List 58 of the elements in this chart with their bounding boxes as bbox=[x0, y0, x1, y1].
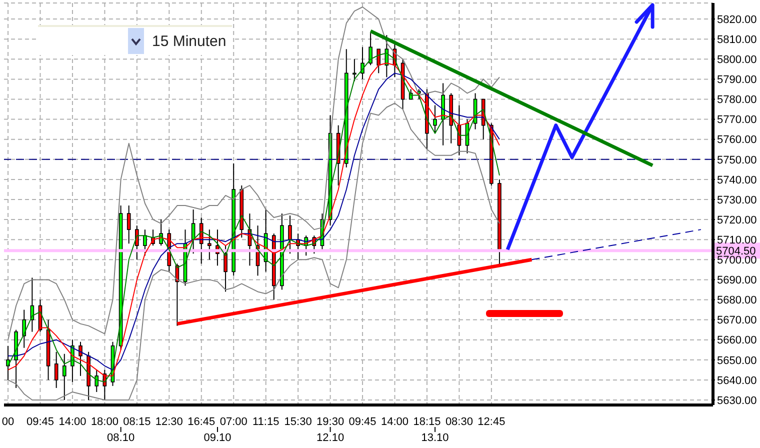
y-tick-label: 5760.00 bbox=[717, 134, 757, 146]
x-tick-label: 09.10 bbox=[204, 432, 232, 444]
x-tick-label: 09:45 bbox=[26, 416, 54, 428]
y-tick-label: 5690.00 bbox=[717, 274, 757, 287]
y-tick-label: 5770.00 bbox=[717, 114, 757, 126]
line-series bbox=[8, 6, 500, 340]
candlestick bbox=[224, 245, 228, 292]
x-tick-label: 11:15 bbox=[252, 416, 280, 428]
y-tick-label: 5750.00 bbox=[717, 154, 757, 166]
candlestick bbox=[208, 229, 212, 260]
interval-selector: 15 Minuten bbox=[38, 25, 232, 55]
candlestick bbox=[433, 104, 437, 134]
candlestick bbox=[22, 309, 26, 348]
x-tick-label: 19:30 12.10 bbox=[316, 416, 344, 444]
candlestick bbox=[6, 345, 10, 380]
y-tick-label: 5680.00 bbox=[717, 294, 757, 307]
y-tick-label: 5720.00 bbox=[717, 214, 757, 226]
line-series bbox=[8, 102, 500, 400]
y-tick-label: 5710.00 bbox=[717, 234, 757, 246]
y-tick-label: 5810.00 bbox=[717, 34, 757, 46]
x-tick-label: 14:00 bbox=[380, 416, 409, 428]
candlestick bbox=[54, 351, 58, 388]
x-tick-label: 14:00 bbox=[58, 416, 86, 428]
x-tick-label: 15:30 bbox=[284, 416, 312, 428]
x-tick-label: 13.10 bbox=[421, 432, 449, 444]
candlestick bbox=[126, 205, 131, 244]
x-tick-label: 00 bbox=[2, 416, 14, 428]
x-tick-label: 08:30 bbox=[445, 416, 473, 428]
x-tick-label: 08:15 bbox=[123, 416, 151, 428]
candlestick bbox=[143, 229, 147, 256]
y-tick-label: 5820.00 bbox=[717, 14, 757, 26]
candlestick bbox=[135, 225, 139, 260]
y-tick-label: 5700.00 bbox=[717, 254, 757, 267]
y-tick-label: 5660.00 bbox=[717, 334, 757, 347]
y-tick-label: 5640.00 bbox=[717, 374, 757, 387]
x-tick-label: 18:15 bbox=[413, 416, 441, 428]
x-tick-label: 18:00 bbox=[90, 416, 118, 428]
y-tick-label: 5740.00 bbox=[717, 174, 757, 186]
candlestick bbox=[62, 353, 66, 400]
y-tick-label: 5650.00 bbox=[717, 354, 757, 367]
x-tick-label: 16:45 bbox=[188, 416, 216, 428]
candlestick bbox=[352, 58, 356, 82]
x-tick-label: 07:00 bbox=[220, 416, 248, 428]
x-tick-label: 08.10 bbox=[107, 432, 135, 444]
candlestick bbox=[360, 46, 364, 80]
x-tick-label: 12:30 bbox=[155, 416, 183, 428]
candlestick bbox=[94, 369, 99, 392]
y-tick-label: 5730.00 bbox=[717, 194, 757, 206]
y-tick-label: 5670.00 bbox=[717, 314, 757, 327]
x-tick-label: 09:45 bbox=[348, 416, 376, 428]
candlestick bbox=[368, 32, 372, 66]
x-tick-label: 12:45 bbox=[478, 416, 506, 428]
y-tick-label: 5780.00 bbox=[717, 94, 757, 106]
candlestick bbox=[288, 215, 292, 254]
y-tick-label: 5630.00 bbox=[717, 394, 757, 407]
y-tick-label: 5790.00 bbox=[717, 74, 757, 86]
y-tick-label: 5800.00 bbox=[717, 54, 757, 66]
annotation: 15 Minuten bbox=[152, 32, 226, 50]
